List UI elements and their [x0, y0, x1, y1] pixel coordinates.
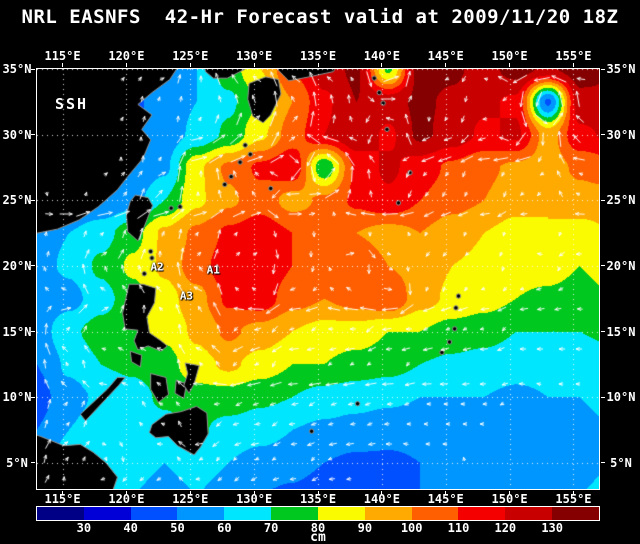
axis-tick	[509, 491, 511, 495]
colorbar-tick-80: 80	[310, 521, 326, 535]
map-frame: SSH A1 A2 A3	[36, 68, 600, 490]
lon-label-top: 130°E	[236, 49, 273, 63]
colorbar-unit-label: cm	[310, 530, 326, 544]
colorbar-tick-60: 60	[217, 521, 232, 535]
axis-tick	[445, 63, 447, 67]
lat-label-right: 25°N	[606, 193, 636, 208]
lon-label-bottom: 115°E	[44, 492, 81, 506]
colorbar-cell-8	[411, 507, 459, 520]
colorbar-tick-50: 50	[170, 521, 185, 535]
axis-tick	[601, 199, 605, 201]
lat-label-left: 30°N	[2, 127, 32, 142]
page-title: NRL EASNFS 42-Hr Forecast valid at 2009/…	[21, 6, 619, 28]
lat-label-left: 20°N	[2, 258, 32, 273]
colorbar-cell-1	[83, 507, 131, 520]
axis-tick	[189, 491, 191, 495]
lon-label-top: 150°E	[491, 49, 528, 63]
axis-tick	[445, 491, 447, 495]
axis-tick	[31, 265, 35, 267]
colorbar-cell-10	[505, 507, 553, 520]
axis-tick	[601, 396, 605, 398]
axis-tick	[31, 331, 35, 332]
axis-tick	[31, 396, 35, 398]
lon-label-bottom: 155°E	[555, 492, 592, 506]
axis-tick	[31, 68, 35, 70]
axis-tick	[381, 491, 383, 495]
lon-label-top: 135°E	[299, 49, 337, 63]
lon-label-bottom: 120°E	[108, 492, 145, 506]
colorbar-cell-7	[364, 507, 412, 520]
axis-tick	[601, 462, 605, 464]
lat-label-right: 5°N	[610, 455, 632, 470]
colorbar-tick-30: 30	[76, 521, 92, 535]
colorbar-tick-110: 110	[447, 521, 470, 535]
colorbar-cell-2	[130, 507, 178, 520]
ssh-field-canvas	[37, 69, 599, 489]
lat-label-right: 35°N	[606, 62, 636, 76]
axis-tick	[381, 63, 383, 67]
lon-label-bottom: 150°E	[491, 492, 528, 506]
lon-label-bottom: 135°E	[299, 492, 337, 506]
lat-label-left: 25°N	[2, 193, 32, 208]
lat-label-right: 10°N	[606, 390, 636, 405]
axis-tick	[253, 491, 255, 495]
axis-tick	[601, 68, 605, 70]
axis-tick	[509, 63, 511, 67]
lat-label-right: 20°N	[606, 258, 636, 273]
colorbar-cell-9	[458, 507, 506, 520]
colorbar-cell-0	[37, 507, 84, 520]
colorbar-tick-70: 70	[263, 521, 279, 535]
lon-label-bottom: 140°E	[363, 492, 400, 506]
axis-tick	[317, 491, 319, 495]
lat-label-right: 15°N	[606, 324, 636, 339]
axis-tick	[601, 265, 605, 267]
colorbar-cell-11	[552, 507, 599, 520]
colorbar-cell-3	[177, 507, 225, 520]
axis-tick	[62, 491, 64, 495]
field-label: SSH	[54, 95, 89, 114]
axis-tick	[253, 63, 255, 67]
lon-label-bottom: 125°E	[172, 492, 209, 506]
colorbar-tick-130: 130	[541, 521, 563, 535]
lon-label-top: 145°E	[427, 49, 464, 63]
lat-label-left: 5°N	[6, 455, 28, 470]
lat-label-left: 10°N	[2, 390, 32, 405]
colorbar-tick-90: 90	[357, 521, 373, 535]
axis-tick	[62, 63, 64, 67]
lon-label-top: 140°E	[363, 49, 400, 63]
colorbar-tick-100: 100	[400, 521, 423, 535]
lon-label-top: 120°E	[108, 49, 145, 63]
axis-tick	[189, 63, 191, 67]
colorbar-tick-120: 120	[494, 521, 517, 535]
axis-tick	[31, 199, 35, 201]
axis-tick	[125, 491, 127, 495]
axis-tick	[317, 63, 319, 67]
axis-tick	[572, 491, 574, 495]
axis-tick	[125, 63, 127, 67]
lat-label-left: 15°N	[2, 324, 32, 339]
lat-label-right: 30°N	[606, 127, 636, 142]
colorbar-cell-5	[271, 507, 318, 520]
axis-tick	[572, 63, 574, 67]
colorbar-tick-40: 40	[123, 521, 138, 535]
colorbar	[36, 506, 600, 521]
axis-tick	[601, 331, 605, 332]
axis-tick	[601, 134, 605, 136]
axis-tick	[31, 462, 35, 464]
lon-label-top: 125°E	[172, 49, 209, 63]
colorbar-cell-6	[317, 507, 365, 520]
colorbar-cell-4	[224, 507, 272, 520]
lon-label-bottom: 130°E	[236, 492, 273, 506]
lon-label-top: 115°E	[44, 49, 81, 63]
axis-tick	[31, 134, 35, 136]
lon-label-top: 155°E	[555, 49, 592, 63]
lat-label-left: 35°N	[2, 62, 32, 76]
lon-label-bottom: 145°E	[427, 492, 464, 506]
